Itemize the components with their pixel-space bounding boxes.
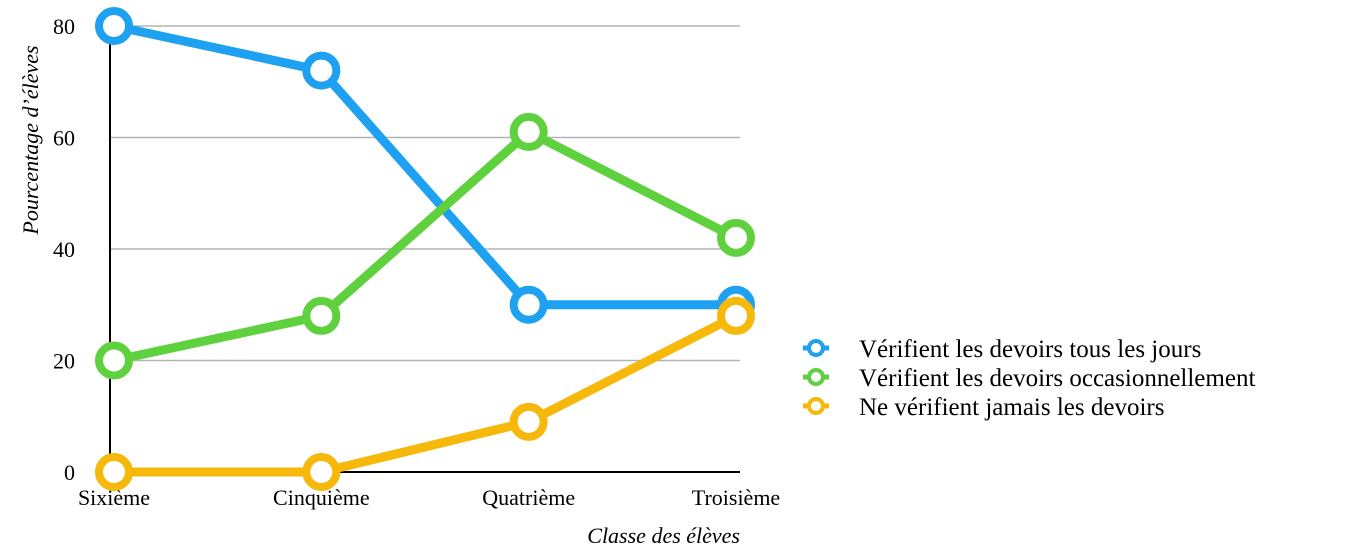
- data-point: [95, 453, 133, 491]
- y-tick-label: 60: [53, 126, 75, 151]
- legend-label: Vérifient les devoirs occasionnellement: [859, 365, 1255, 392]
- x-axis-title: Classe des élèves: [587, 523, 740, 548]
- data-point: [717, 296, 755, 335]
- y-tick-label: 80: [53, 14, 75, 39]
- y-axis-title: Pourcentage d’élèves: [18, 45, 43, 235]
- y-tick-label: 20: [53, 349, 75, 374]
- legend-label: Vérifient les devoirs tous les jours: [859, 336, 1201, 363]
- x-tick-label: Quatrième: [482, 485, 575, 510]
- data-point: [95, 7, 133, 45]
- data-point: [509, 402, 548, 441]
- data-point: [95, 341, 133, 380]
- data-point: [509, 285, 548, 324]
- x-tick-labels: Sixième Cinquième Quatrième Troisième: [78, 485, 780, 510]
- x-tick-label: Troisième: [692, 485, 780, 510]
- grid-lines: [110, 25, 740, 362]
- data-point: [302, 51, 341, 90]
- legend-label: Ne vérifient jamais les devoirs: [859, 394, 1164, 421]
- data-point: [509, 112, 548, 151]
- legend-swatch-marker: [807, 339, 825, 357]
- series-group: [95, 7, 755, 491]
- y-tick-labels: 0 20 40 60 80: [53, 14, 75, 485]
- data-point: [302, 453, 341, 491]
- y-tick-label: 0: [64, 460, 75, 485]
- legend-swatch-marker: [807, 368, 825, 386]
- series-line: [109, 21, 741, 310]
- legend: Vérifient les devoirs tous les joursVéri…: [803, 336, 1255, 421]
- data-point: [717, 218, 755, 257]
- series-line: [109, 311, 741, 477]
- y-tick-label: 40: [53, 237, 75, 262]
- legend-swatch-marker: [807, 397, 825, 415]
- series-line: [109, 127, 741, 365]
- data-point: [302, 296, 341, 335]
